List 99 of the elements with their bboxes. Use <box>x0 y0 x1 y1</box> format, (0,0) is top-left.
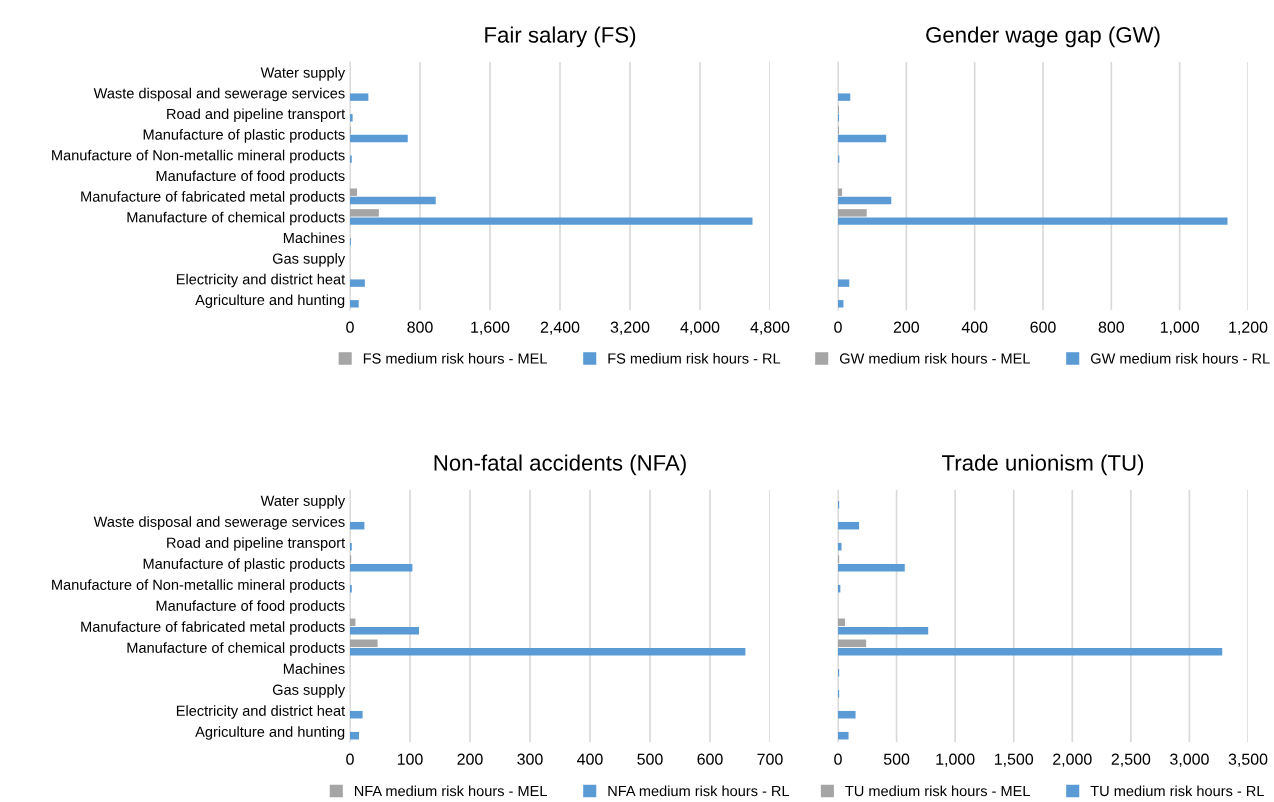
bar <box>838 300 844 308</box>
y-tick-label: Road and pipeline transport <box>167 108 346 122</box>
x-tick-label: 0 <box>346 753 354 765</box>
y-tick-label: Manufacture of chemical products <box>127 211 345 226</box>
y-tick-label: Gas supply <box>272 253 346 267</box>
bar <box>350 710 363 719</box>
y-tick-label: Manufacture of plastic products <box>143 129 345 143</box>
bar <box>838 731 849 740</box>
chart-title: Fair salary (FS) <box>485 26 636 48</box>
x-tick-label: 800 <box>1098 321 1125 333</box>
x-tick-label: 2,500 <box>1111 753 1151 767</box>
x-tick-label: 0 <box>834 753 842 765</box>
x-tick-label: 3,200 <box>610 321 650 335</box>
x-tick-label: 500 <box>883 753 910 765</box>
bar <box>350 563 413 572</box>
y-tick-label: Machines <box>283 663 345 674</box>
bar <box>838 217 1228 225</box>
y-tick-label: Waste disposal and sewerage services <box>93 516 345 530</box>
bar <box>350 647 746 656</box>
y-tick-label: Manufacture of food products <box>156 170 345 184</box>
legend-label: NFA medium risk hours - RL <box>608 785 790 797</box>
x-tick-label: 700 <box>757 753 783 765</box>
y-tick-label: Manufacture of fabricated metal products <box>81 191 345 205</box>
bar <box>350 626 419 635</box>
bar <box>350 217 753 225</box>
x-tick-label: 800 <box>407 321 433 333</box>
bar <box>350 134 408 143</box>
legend-label: TU medium risk hours - RL <box>1090 785 1264 797</box>
x-tick-label: 1,500 <box>994 753 1034 767</box>
bar <box>350 521 365 530</box>
bar <box>838 93 851 101</box>
x-tick-label: 300 <box>517 753 543 765</box>
bar <box>350 639 378 648</box>
x-tick-label: 1,200 <box>1229 321 1268 335</box>
bar <box>838 626 929 635</box>
y-tick-label: Manufacture of Non-metallic mineral products <box>52 149 345 164</box>
legend-label: NFA medium risk hours - MEL <box>354 785 547 797</box>
chart-title: Trade unionism (TU) <box>942 454 1144 476</box>
y-tick-label: Road and pipeline transport <box>167 537 346 551</box>
bar <box>838 196 892 205</box>
bar <box>350 196 436 205</box>
x-tick-label: 4,800 <box>750 321 790 335</box>
bar <box>838 521 860 530</box>
x-tick-label: 200 <box>893 321 920 333</box>
bar <box>350 114 353 122</box>
bar <box>838 209 867 217</box>
x-tick-label: 400 <box>961 321 988 333</box>
bar <box>838 647 1223 656</box>
y-tick-label: Gas supply <box>272 684 346 698</box>
y-tick-label: Manufacture of Non-metallic mineral products <box>52 579 345 593</box>
y-tick-label: Manufacture of food products <box>156 600 345 614</box>
bar <box>838 563 905 572</box>
x-tick-label: 3,500 <box>1228 753 1268 767</box>
x-tick-label: 0 <box>346 321 354 333</box>
x-tick-label: 600 <box>1030 321 1056 333</box>
x-tick-label: 0 <box>834 321 842 333</box>
chart-title: Gender wage gap (GW) <box>926 26 1160 48</box>
y-tick-label: Waste disposal and sewerage services <box>93 87 345 102</box>
y-tick-label: Machines <box>283 232 345 244</box>
x-tick-label: 400 <box>577 753 603 765</box>
bar <box>838 542 842 551</box>
legend-label: FS medium risk hours - MEL <box>363 352 547 364</box>
y-tick-label: Agriculture and hunting <box>195 294 345 308</box>
x-tick-label: 2,400 <box>540 321 580 335</box>
bar <box>350 188 357 196</box>
bar <box>838 279 850 287</box>
legend-label: GW medium risk hours - RL <box>1090 352 1270 364</box>
legend-label: TU medium risk hours - MEL <box>845 785 1030 797</box>
x-tick-label: 2,000 <box>1053 753 1092 767</box>
x-tick-label: 3,000 <box>1170 753 1209 767</box>
bar <box>838 618 846 627</box>
y-tick-label: Manufacture of plastic products <box>143 558 345 572</box>
legend-label: FS medium risk hours - RL <box>608 352 781 364</box>
bar <box>350 731 359 740</box>
bar <box>838 188 843 196</box>
bar <box>838 639 867 648</box>
x-tick-label: 200 <box>457 753 483 765</box>
bar <box>350 209 379 217</box>
x-tick-label: 500 <box>637 753 663 765</box>
bar <box>350 279 365 287</box>
y-tick-label: Manufacture of fabricated metal products <box>81 621 345 635</box>
y-tick-label: Electricity and district heat <box>176 273 346 288</box>
y-tick-label: Manufacture of chemical products <box>127 642 345 656</box>
x-tick-label: 600 <box>697 753 723 765</box>
x-tick-label: 1,600 <box>471 321 510 335</box>
legend-label: GW medium risk hours - MEL <box>839 352 1030 364</box>
bar <box>350 93 369 101</box>
x-tick-label: 100 <box>397 753 423 765</box>
x-tick-label: 1,000 <box>936 753 975 767</box>
chart-title: Non-fatal accidents (NFA) <box>434 454 686 476</box>
x-tick-label: 1,000 <box>1160 321 1200 335</box>
bar <box>838 134 887 143</box>
bar <box>838 710 856 719</box>
y-tick-label: Electricity and district heat <box>176 705 346 719</box>
bar <box>350 300 359 308</box>
y-tick-label: Agriculture and hunting <box>195 726 345 740</box>
y-tick-label: Water supply <box>260 67 346 81</box>
x-tick-label: 4,000 <box>680 321 720 335</box>
y-tick-label: Water supply <box>260 495 346 509</box>
